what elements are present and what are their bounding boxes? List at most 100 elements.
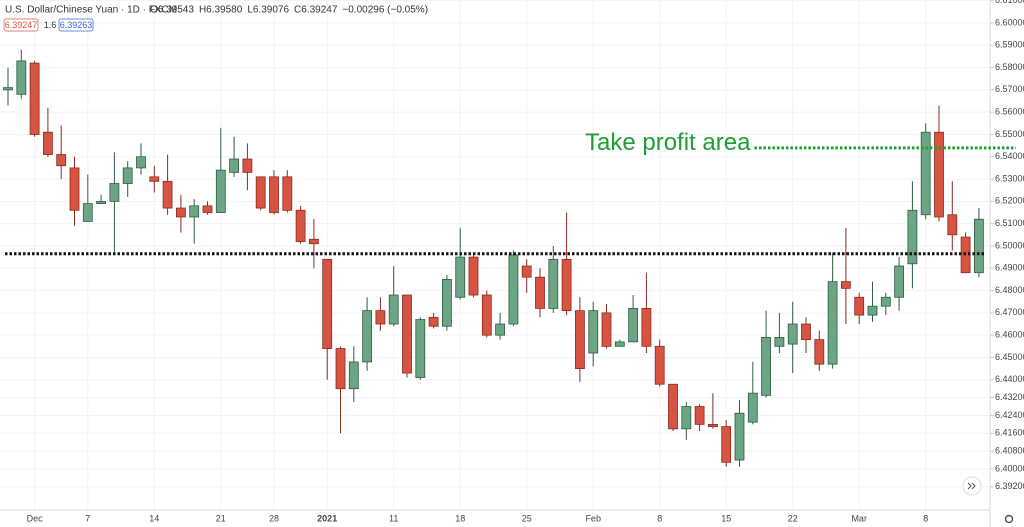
candle-body <box>175 207 186 218</box>
candle-body <box>681 406 692 430</box>
y-tick-label: 6.54000 <box>995 151 1024 161</box>
y-tick-label: 6.51000 <box>995 218 1024 228</box>
candle-body <box>375 310 386 325</box>
ohlc-value: C6.39247 <box>294 5 338 16</box>
candle-body <box>295 209 306 242</box>
candle-body <box>468 256 479 296</box>
candle-body <box>335 348 346 390</box>
candle-body <box>974 218 984 274</box>
grid <box>0 0 990 510</box>
candle-body <box>149 176 160 182</box>
x-tick-label: 25 <box>522 513 532 523</box>
candle-body <box>628 308 638 343</box>
candle-body <box>428 316 439 327</box>
bid: 6.39247 <box>5 20 38 30</box>
candle-body <box>934 131 944 218</box>
candle-body <box>588 310 599 354</box>
x-tick-label: 8 <box>923 513 928 523</box>
x-tick-label: Feb <box>585 513 601 523</box>
overlays: Take profit area <box>5 129 1016 256</box>
candle-body <box>495 323 506 336</box>
candle-body <box>215 169 226 213</box>
candle-body <box>29 62 40 135</box>
candle-body <box>867 305 878 316</box>
candle-body <box>694 406 705 425</box>
candle-body <box>907 209 918 265</box>
scroll-button[interactable] <box>962 476 982 496</box>
candle-body <box>947 214 958 236</box>
candle-body <box>269 176 279 213</box>
candle-body <box>162 180 173 209</box>
candle-body <box>814 339 825 365</box>
candle-body <box>668 383 678 430</box>
scroll-icon <box>967 482 976 490</box>
candle-body <box>122 167 133 184</box>
candle-body <box>774 336 785 347</box>
candle-body <box>136 156 146 169</box>
candle-body <box>308 238 319 245</box>
candle-body <box>415 319 426 378</box>
y-tick-label: 6.48000 <box>995 285 1024 295</box>
ask-box <box>58 18 94 32</box>
y-tick-label: 6.42400 <box>995 410 1024 420</box>
ohlc-value: O6.39543 <box>150 5 194 16</box>
candle-body <box>109 183 120 202</box>
y-tick-label: 6.47000 <box>995 307 1024 317</box>
candle-body <box>854 296 865 316</box>
x-tick-label: 22 <box>788 513 798 523</box>
candle-body <box>348 361 359 390</box>
y-tick-label: 6.53000 <box>995 173 1024 183</box>
candle-body <box>841 281 851 289</box>
candle-body <box>641 308 652 347</box>
candle-body <box>575 310 585 370</box>
y-tick-label: 6.43200 <box>995 392 1024 402</box>
candle-body <box>82 203 93 222</box>
symbol: U.S. Dollar/Chinese Yuan · 1D · FXCM <box>5 5 177 16</box>
y-tick-label: 6.55000 <box>995 129 1024 139</box>
y-tick-label: 6.56000 <box>995 107 1024 117</box>
x-tick-label: 15 <box>721 513 731 523</box>
y-tick-label: 6.46000 <box>995 330 1024 340</box>
candle-body <box>508 254 519 325</box>
y-tick-label: 6.45000 <box>995 352 1024 362</box>
candle-body <box>654 345 665 385</box>
candle-body <box>189 205 200 218</box>
x-tick-label: 18 <box>455 513 465 523</box>
candle-body <box>455 256 466 298</box>
ask: 6.39263 <box>60 20 93 30</box>
candle-body <box>56 154 67 167</box>
y-tick-label: 6.49000 <box>995 263 1024 273</box>
candle-body <box>601 312 612 347</box>
settings-button[interactable] <box>1004 514 1014 524</box>
ohlc-value: −0.00296 (−0.05%) <box>342 5 428 16</box>
candle-body <box>242 158 253 173</box>
candle-body <box>481 294 492 336</box>
x-tick-label: 11 <box>389 513 398 523</box>
candle-body <box>721 426 732 463</box>
x-tick-label: 14 <box>149 513 159 523</box>
candle-body <box>535 276 545 309</box>
ohlc-value: L6.39076 <box>247 5 289 16</box>
candle-body <box>561 258 572 312</box>
candle-body <box>827 281 838 365</box>
candle-body <box>761 336 771 396</box>
y-tick-label: 6.59000 <box>995 40 1024 50</box>
y-tick-label: 6.52000 <box>995 196 1024 206</box>
candle-body <box>734 412 745 461</box>
candle-body <box>43 131 53 155</box>
x-tick-label: Mar <box>851 513 867 523</box>
x-tick-label: 7 <box>85 513 90 523</box>
candle-body <box>548 258 559 309</box>
x-tick-label: Dec <box>27 513 44 523</box>
bid-box <box>3 18 39 32</box>
candle-body <box>521 265 532 278</box>
candle-body <box>787 323 798 345</box>
candle-body <box>441 279 452 327</box>
candle-body <box>69 167 80 211</box>
y-tick-label: 6.60000 <box>995 17 1024 27</box>
candle-body <box>362 310 373 363</box>
x-tick-label: 21 <box>216 513 226 523</box>
x-tick-label: 28 <box>269 513 279 523</box>
candle-body <box>747 392 758 423</box>
candle-body <box>614 341 625 347</box>
